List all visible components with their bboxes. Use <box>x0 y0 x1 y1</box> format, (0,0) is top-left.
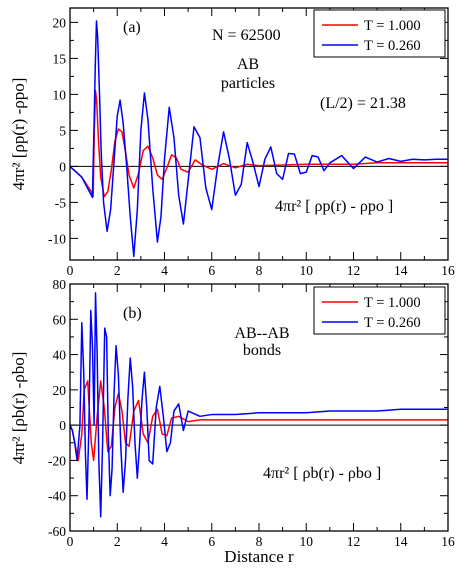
y-tick-label: 20 <box>53 15 67 30</box>
series-line-red <box>69 90 448 198</box>
panel-a-group-line2: particles <box>221 75 275 92</box>
x-tick-label: 8 <box>256 534 263 549</box>
x-tick-label: 16 <box>441 263 455 278</box>
x-tick-label: 16 <box>441 534 455 549</box>
x-tick-label: 6 <box>208 534 215 549</box>
y-tick-label: -40 <box>48 489 66 504</box>
y-tick-label: -5 <box>55 195 66 210</box>
panel-b-legend: T = 1.000 T = 0.260 <box>313 286 446 335</box>
x-tick-label: 10 <box>300 263 314 278</box>
x-tick-label: 14 <box>394 534 408 549</box>
panel-b-group-line1: AB--AB <box>234 325 289 342</box>
panel-b-legend-label-1: T = 1.000 <box>364 295 421 311</box>
panel-a-group-line1: AB <box>237 56 259 73</box>
x-tick-label: 2 <box>114 534 121 549</box>
panel-a-legend-label-2: T = 0.260 <box>364 38 421 54</box>
panel-a-frame <box>69 7 449 261</box>
y-tick-label: 5 <box>59 123 66 138</box>
y-tick-label: 10 <box>53 87 67 102</box>
panel-a-ylabel: 4πr² [ρp(r) -ρpo] <box>9 78 28 191</box>
panel-a-legend-label-1: T = 1.000 <box>364 18 421 34</box>
x-tick-label: 14 <box>394 263 408 278</box>
y-tick-label: -20 <box>48 453 66 468</box>
x-tick-label: 12 <box>347 263 361 278</box>
y-tick-label: 20 <box>53 383 67 398</box>
x-tick-label: 4 <box>161 263 168 278</box>
x-tick-label: 10 <box>300 534 314 549</box>
x-tick-label: 8 <box>256 263 263 278</box>
panel-a-legend-box <box>313 9 446 58</box>
y-tick-label: 80 <box>53 277 67 292</box>
panel-b-axes: 0 2 4 6 8 10 12 14 16 -60 -40 -20 0 20 40 60 80 <box>48 277 455 549</box>
x-tick-label: 6 <box>208 263 215 278</box>
panel-a-n-label: N = 62500 <box>212 27 281 44</box>
panel-a-legend: T = 1.000 T = 0.260 <box>313 9 446 58</box>
x-tick-label: 4 <box>161 534 168 549</box>
y-tick-label: 0 <box>59 159 66 174</box>
panel-a-axes: 0 2 4 6 8 10 12 14 16 -10 -5 0 5 10 15 20 <box>48 8 455 278</box>
y-tick-label: 0 <box>59 418 66 433</box>
panel-b-label: (b) <box>123 305 142 322</box>
panel-a-label: (a) <box>123 19 141 36</box>
panel-a-half-box: (L/2) = 21.38 <box>320 95 406 112</box>
panel-b-formula: 4πr² [ ρb(r) - ρbo ] <box>263 465 381 482</box>
panel-a-series <box>69 20 448 258</box>
panel-b-series <box>69 292 448 518</box>
x-axis-label: Distance r <box>224 547 294 566</box>
panel-a-formula: 4πr² [ ρp(r) - ρpo ] <box>275 198 393 215</box>
y-tick-label: -10 <box>48 231 66 246</box>
panel-b-ylabel: 4πr² [ρb(r) -ρbo] <box>9 352 28 465</box>
panel-b-legend-label-2: T = 0.260 <box>364 315 421 331</box>
panel-a: 0 2 4 6 8 10 12 14 16 -10 -5 0 5 10 15 20 4πr² [ρp(r) -… <box>9 7 455 278</box>
x-tick-label: 12 <box>347 534 361 549</box>
y-tick-label: -60 <box>48 524 66 539</box>
x-tick-label: 2 <box>114 263 121 278</box>
x-tick-label: 0 <box>67 534 74 549</box>
panel-b: 0 2 4 6 8 10 12 14 16 -60 -40 -20 0 20 40 60 80 4πr² [ρb… <box>9 277 455 549</box>
y-tick-label: 60 <box>53 312 67 327</box>
series-line-blue <box>69 20 448 258</box>
panel-b-legend-box <box>313 286 446 335</box>
x-tick-label: 0 <box>67 263 74 278</box>
y-tick-label: 15 <box>53 51 67 66</box>
panel-b-group-line2: bonds <box>243 342 281 359</box>
series-line-blue <box>69 292 448 518</box>
panel-b-frame <box>69 283 449 532</box>
y-tick-label: 40 <box>53 348 67 363</box>
